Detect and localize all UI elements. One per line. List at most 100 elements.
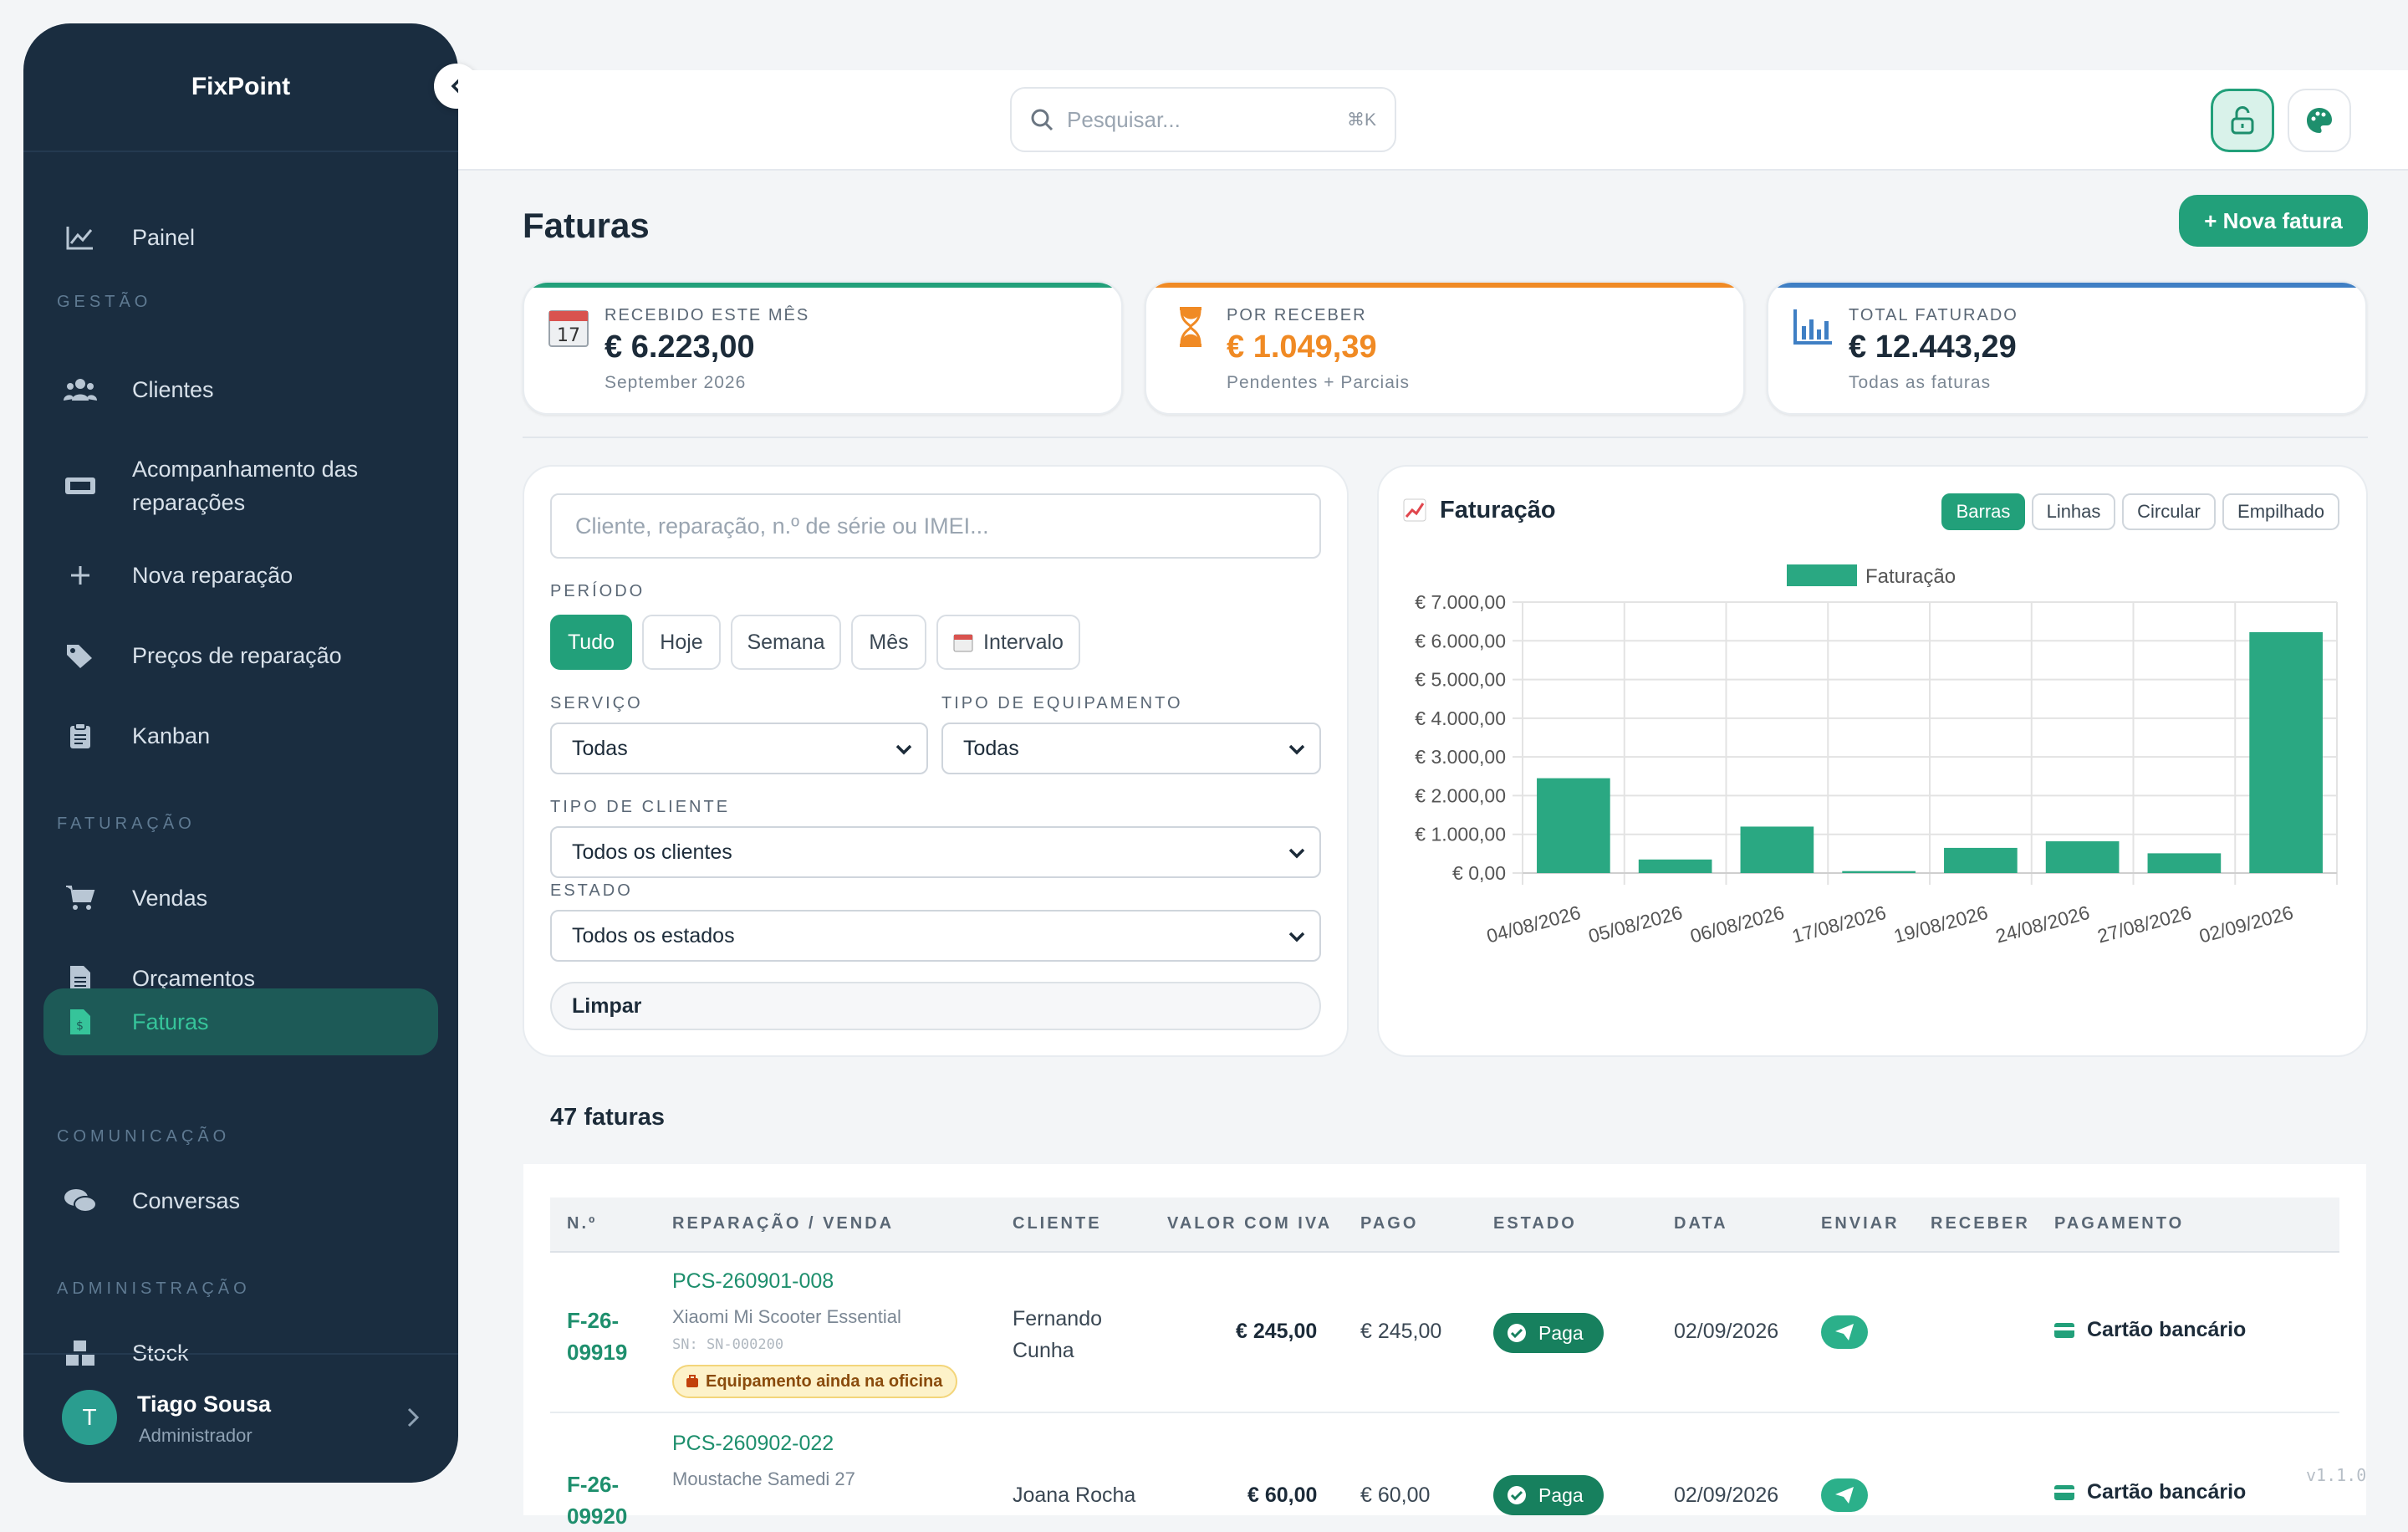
users-icon — [62, 371, 99, 408]
equipment-value: Todas — [963, 736, 1019, 760]
ticket-icon — [62, 467, 99, 504]
sidebar-item-acompanhamento[interactable]: Acompanhamento das reparações — [43, 440, 438, 532]
search-shortcut: ⌘K — [1346, 110, 1376, 130]
divider — [523, 437, 2368, 438]
hourglass-icon — [1180, 307, 1201, 347]
sidebar-item-clientes[interactable]: Clientes — [43, 356, 438, 423]
sidebar-item-faturas[interactable]: $ Faturas — [43, 988, 438, 1055]
sidebar-item-label: Painel — [132, 224, 196, 250]
repair-ref-link[interactable]: PCS-260902-022 — [672, 1432, 834, 1455]
device-name: Moustache Samedi 27 — [672, 1468, 855, 1489]
user-menu[interactable]: T Tiago Sousa Administrador — [23, 1353, 458, 1483]
boxes-icon — [62, 1335, 99, 1371]
clipboard-icon — [62, 717, 99, 754]
chart-tab-circular[interactable]: Circular — [2122, 493, 2216, 530]
invoicing-bar-chart: Faturação € 0,00 € 1.000,00 € 2.000,00 € 3.0… — [1415, 564, 2338, 947]
clear-filters-button[interactable]: Limpar — [550, 982, 1321, 1030]
invoice-number[interactable]: F-26- 09919 — [567, 1308, 628, 1365]
th-state: ESTADO — [1493, 1214, 1577, 1233]
sidebar-item-nova-reparacao[interactable]: Nova reparação — [43, 542, 438, 609]
section-faturacao: FATURAÇÃO — [57, 815, 196, 833]
filter-search-input[interactable]: Cliente, reparação, n.º de série ou IMEI… — [550, 493, 1321, 559]
global-search[interactable]: Pesquisar... ⌘K — [1010, 87, 1396, 152]
th-num: N.º — [567, 1214, 598, 1233]
y-tick-label: € 1.000,00 — [1415, 824, 1506, 845]
lock-button[interactable] — [2211, 89, 2274, 152]
x-tick-label: 24/08/2026 — [1993, 901, 2092, 947]
stat-accent-bar — [1768, 283, 2365, 288]
period-semana[interactable]: Semana — [731, 615, 841, 670]
state-select[interactable]: Todos os estados — [550, 910, 1321, 962]
service-label: SERVIÇO — [550, 694, 643, 712]
status-label: Paga — [1538, 1321, 1584, 1344]
x-tick-label: 02/09/2026 — [2196, 901, 2295, 947]
client-type-label: TIPO DE CLIENTE — [550, 798, 731, 816]
stat-card-total: TOTAL FATURADO € 12.443,29 Todas as fatu… — [1767, 281, 2367, 415]
stat-label: TOTAL FATURADO — [1849, 306, 2018, 324]
th-repair: REPARAÇÃO / VENDA — [672, 1214, 895, 1233]
period-mes[interactable]: Mês — [851, 615, 926, 670]
sidebar-item-label: Orçamentos — [132, 965, 256, 991]
stat-value: € 1.049,39 — [1227, 329, 1377, 365]
th-receive: RECEBER — [1931, 1214, 2030, 1233]
period-intervalo-label: Intervalo — [983, 630, 1064, 654]
sidebar-item-kanban[interactable]: Kanban — [43, 702, 438, 769]
sidebar-item-conversas[interactable]: Conversas — [43, 1167, 438, 1234]
invoice-count: 47 faturas — [550, 1104, 666, 1131]
chart-tab-empilhado[interactable]: Empilhado — [2222, 493, 2339, 530]
send-invoice-button[interactable] — [1821, 1315, 1868, 1349]
section-gestao: GESTÃO — [57, 293, 152, 311]
period-tudo[interactable]: Tudo — [550, 615, 632, 670]
page-title: Faturas — [523, 206, 650, 245]
service-select[interactable]: Todas — [550, 723, 928, 774]
section-administracao: ADMINISTRAÇÃO — [57, 1279, 251, 1298]
repair-ref-link[interactable]: PCS-260901-008 — [672, 1269, 834, 1293]
check-circle-icon — [1508, 1324, 1526, 1342]
filter-search-placeholder: Cliente, reparação, n.º de série ou IMEI… — [575, 513, 989, 539]
paper-plane-icon — [1835, 1487, 1854, 1504]
x-tick-label: 06/08/2026 — [1688, 901, 1787, 947]
invoice-number[interactable]: F-26- 09920 — [567, 1472, 628, 1529]
chart-title: Faturação — [1440, 497, 1556, 523]
theme-button[interactable] — [2288, 89, 2351, 152]
new-invoice-button[interactable]: + Nova fatura — [2179, 195, 2368, 247]
tags-icon — [62, 637, 99, 674]
equipment-label: TIPO DE EQUIPAMENTO — [941, 694, 1183, 712]
send-invoice-button[interactable] — [1821, 1478, 1868, 1512]
bar-04/08/2026 — [1537, 778, 1610, 873]
chevron-down-icon — [1288, 932, 1305, 942]
client-type-value: Todos os clientes — [572, 840, 732, 864]
period-intervalo[interactable]: Intervalo — [936, 615, 1080, 670]
sidebar-item-painel[interactable]: Painel — [43, 204, 438, 271]
bar-chart-icon — [1793, 309, 1832, 345]
sidebar-item-vendas[interactable]: Vendas — [43, 865, 438, 932]
y-tick-label: € 3.000,00 — [1415, 746, 1506, 768]
calendar-icon: 17 — [548, 310, 589, 347]
stat-value: € 6.223,00 — [605, 329, 755, 365]
chart-line-icon — [62, 219, 99, 256]
stat-sub: Pendentes + Parciais — [1227, 373, 1411, 392]
th-value: VALOR COM IVA — [1167, 1214, 1333, 1233]
invoice-date: 02/09/2026 — [1674, 1483, 1779, 1507]
equipment-select[interactable]: Todas — [941, 723, 1321, 774]
briefcase-icon — [686, 1375, 698, 1387]
stat-sub: Todas as faturas — [1849, 373, 1992, 392]
user-role: Administrador — [139, 1425, 253, 1446]
app-version: v1.1.0 — [2306, 1465, 2367, 1485]
y-tick-label: € 4.000,00 — [1415, 707, 1506, 729]
table-row[interactable] — [550, 1254, 2339, 1413]
y-tick-label: € 7.000,00 — [1415, 591, 1506, 613]
period-hoje[interactable]: Hoje — [642, 615, 721, 670]
status-badge: Paga — [1493, 1313, 1604, 1353]
th-payment: PAGAMENTO — [2054, 1214, 2185, 1233]
chart-tab-barras[interactable]: Barras — [1941, 493, 2025, 530]
chart-tab-linhas[interactable]: Linhas — [2032, 493, 2115, 530]
sidebar-item-stock[interactable]: Stock — [43, 1320, 438, 1386]
bar-24/08/2026 — [2045, 841, 2120, 873]
stat-sub: September 2026 — [605, 373, 747, 392]
sidebar-item-precos[interactable]: Preços de reparação — [43, 622, 438, 689]
sidebar-item-label: Faturas — [132, 1009, 209, 1034]
client-type-select[interactable]: Todos os clientes — [550, 826, 1321, 878]
sidebar-item-orcamentos[interactable]: Orçamentos — [43, 945, 438, 1012]
search-placeholder: Pesquisar... — [1067, 106, 1181, 132]
